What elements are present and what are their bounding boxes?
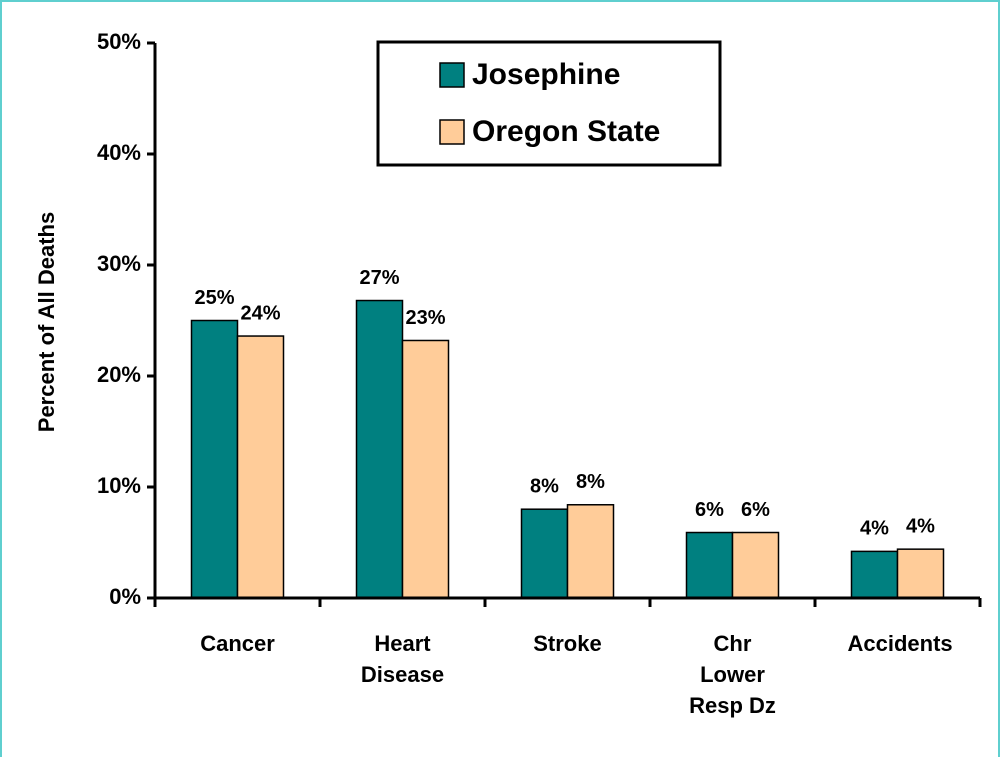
bar [566, 504, 615, 599]
legend-swatch [439, 119, 465, 145]
bar [731, 531, 780, 599]
x-tick-label: Stroke [533, 631, 602, 656]
y-axis-title: Percent of All Deaths [34, 212, 59, 432]
legend-label: Oregon State [472, 115, 660, 148]
value-label: 4% [906, 515, 935, 537]
x-tick-label-box: Heart Disease [303, 628, 503, 690]
y-tick-label: 0% [109, 584, 141, 609]
value-label: 23% [405, 307, 445, 329]
legend-label: Josephine [472, 58, 620, 91]
bar [685, 531, 734, 599]
bar [520, 508, 569, 599]
value-label: 24% [240, 302, 280, 324]
legend [376, 40, 722, 167]
bar [850, 550, 899, 599]
x-tick-label: Chr Lower Resp Dz [689, 631, 776, 718]
value-label: 6% [741, 499, 770, 521]
y-tick-label: 10% [97, 473, 141, 498]
bar [896, 548, 945, 599]
value-label: 6% [695, 499, 724, 521]
value-label: 25% [194, 287, 234, 309]
x-tick-label: Heart Disease [360, 631, 445, 687]
x-tick-label: Cancer [200, 631, 275, 656]
value-label: 4% [860, 518, 889, 540]
value-label: 8% [576, 471, 605, 493]
x-tick-label: Accidents [847, 631, 953, 656]
bar [190, 319, 239, 599]
x-tick-label-box: Chr Lower Resp Dz [633, 628, 833, 721]
value-label: 27% [359, 267, 399, 289]
x-tick-label-box: Cancer [138, 628, 338, 659]
y-tick-label: 40% [97, 140, 141, 165]
legend-swatch [439, 62, 465, 88]
bar [401, 339, 450, 599]
x-tick-label-box: Stroke [468, 628, 668, 659]
y-tick-label: 30% [97, 251, 141, 276]
bar [236, 335, 285, 599]
bar [355, 299, 404, 599]
y-tick-label: 50% [97, 29, 141, 54]
value-label: 8% [530, 475, 559, 497]
x-tick-label-box: Accidents [798, 628, 998, 659]
y-tick-label: 20% [97, 362, 141, 387]
